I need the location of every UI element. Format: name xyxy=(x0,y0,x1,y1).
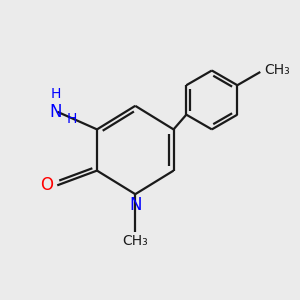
Text: H: H xyxy=(51,87,61,101)
Text: CH₃: CH₃ xyxy=(265,64,290,77)
Text: N: N xyxy=(129,196,142,214)
Text: O: O xyxy=(40,176,53,194)
Text: N: N xyxy=(50,103,62,121)
Text: H: H xyxy=(67,112,77,126)
Text: CH₃: CH₃ xyxy=(122,234,148,248)
